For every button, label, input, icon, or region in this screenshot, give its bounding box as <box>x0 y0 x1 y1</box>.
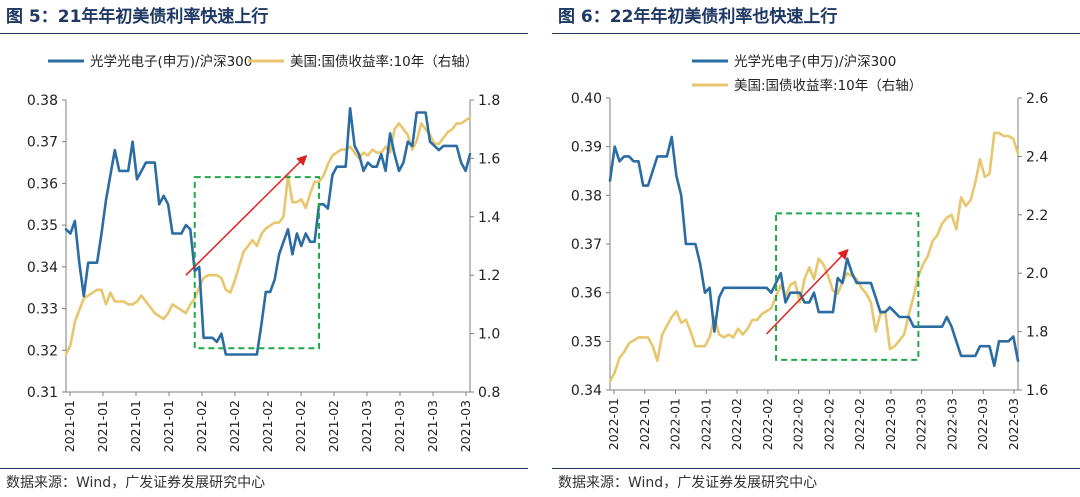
x-tick-label: 2021-03 <box>425 400 440 452</box>
source-divider <box>0 468 528 469</box>
y-tick-label-right: 2.4 <box>1026 149 1048 165</box>
y-tick-label-left: 0.37 <box>571 237 602 253</box>
x-tick-label: 2021-03 <box>359 400 374 452</box>
legend: 光学光电子(申万)/沪深300 美国:国债收益率:10年（右轴） <box>692 54 922 94</box>
legend: 光学光电子(申万)/沪深300 美国:国债收益率:10年（右轴） <box>48 53 478 70</box>
x-tick-label: 2021-02 <box>227 400 242 452</box>
title-divider <box>552 33 1080 34</box>
x-tick-label: 2022-03 <box>944 398 959 450</box>
y-tick-label-left: 0.38 <box>27 93 58 109</box>
x-tick-label: 2022-03 <box>883 398 898 450</box>
y-tick-label-right: 2.6 <box>1026 91 1048 107</box>
x-tick-label: 2022-02 <box>852 398 867 450</box>
y-tick-label-right: 1.8 <box>1026 325 1048 341</box>
x-tick-label: 2022-01 <box>606 398 621 450</box>
y-tick-label-left: 0.32 <box>27 343 58 359</box>
x-tick-label: 2022-02 <box>791 398 806 450</box>
y-tick-label-right: 1.4 <box>478 210 500 226</box>
x-tick-label: 2021-02 <box>260 400 275 452</box>
figure-title: 图 5：21年年初美债利率快速上行 <box>6 7 269 27</box>
trend-arrow <box>766 248 849 335</box>
y-tick-label-right: 2.2 <box>1026 208 1048 224</box>
highlight-box <box>775 212 920 361</box>
legend-label: 美国:国债收益率:10年（右轴） <box>290 53 478 70</box>
series-line-optoelectronics-ratio <box>64 107 472 356</box>
y-tick-label-right: 1.8 <box>478 93 500 109</box>
y-tick-label-left: 0.31 <box>27 385 58 401</box>
x-tick-label: 2021-03 <box>392 400 407 452</box>
source-divider <box>552 468 1080 469</box>
source-note: 数据来源：Wind，广发证券发展研究中心 <box>6 475 266 491</box>
series-line-optoelectronics-ratio <box>608 135 1020 368</box>
y-tick-label-left: 0.40 <box>571 91 602 107</box>
x-tick-label: 2022-02 <box>760 398 775 450</box>
highlight-box <box>193 176 321 350</box>
x-tick-label: 2021-01 <box>128 400 143 452</box>
source-note: 数据来源：Wind，广发证券发展研究中心 <box>558 475 818 491</box>
y-tick-label-left: 0.39 <box>571 140 602 156</box>
y-tick-label-right: 1.6 <box>478 151 500 167</box>
legend-label: 美国:国债收益率:10年（右轴） <box>734 77 922 94</box>
y-tick-label-left: 0.34 <box>571 383 602 399</box>
y-tick-label-left: 0.36 <box>571 286 602 302</box>
trend-arrow <box>185 154 308 276</box>
y-tick-label-left: 0.35 <box>571 334 602 350</box>
y-tick-label-right: 1.2 <box>478 268 500 284</box>
x-tick-label: 2022-03 <box>914 398 929 450</box>
y-tick-label-left: 0.34 <box>27 260 58 276</box>
chart-figure-6: 0.34 0.35 0.36 0.37 0.38 0.39 0.40 1.6 1.8 2.0 2.2… <box>571 54 1049 450</box>
x-tick-label: 2022-02 <box>729 398 744 450</box>
x-tick-label: 2021-01 <box>62 400 77 452</box>
y-tick-label-left: 0.37 <box>27 135 58 151</box>
y-tick-label-right: 0.8 <box>478 385 500 401</box>
y-tick-label-left: 0.36 <box>27 176 58 192</box>
x-tick-label: 2021-01 <box>161 400 176 452</box>
y-tick-label-right: 2.0 <box>1026 266 1048 282</box>
x-tick-label: 2021-02 <box>194 400 209 452</box>
series-line-us-10y-yield <box>64 116 472 356</box>
y-tick-label-left: 0.35 <box>27 218 58 234</box>
legend-label: 光学光电子(申万)/沪深300 <box>734 54 896 70</box>
x-tick-label: 2021-01 <box>95 400 110 452</box>
x-tick-label: 2021-03 <box>458 400 473 452</box>
x-tick-label: 2022-03 <box>975 398 990 450</box>
x-tick-label: 2022-01 <box>668 398 683 450</box>
chart-figure-5: 0.31 0.32 0.33 0.34 0.35 0.36 0.37 0.38 0.8 1.0 1.… <box>27 53 501 452</box>
y-tick-label-right: 1.0 <box>478 327 500 343</box>
y-tick-label-left: 0.38 <box>571 188 602 204</box>
x-tick-label: 2022-02 <box>821 398 836 450</box>
figure-5: 图 5：21年年初美债利率快速上行 0.31 0.32 0.33 0.34 0.35 0.… <box>0 0 528 497</box>
x-tick-label: 2021-02 <box>293 400 308 452</box>
y-tick-label-right: 1.6 <box>1026 383 1048 399</box>
figure-6: 图 6：22年年初美债利率也快速上行 0.34 0.35 0.36 0.37 0.38 0… <box>552 0 1080 497</box>
y-tick-label-left: 0.33 <box>27 302 58 318</box>
x-tick-label: 2022-01 <box>637 398 652 450</box>
figure-title: 图 6：22年年初美债利率也快速上行 <box>558 7 838 27</box>
legend-label: 光学光电子(申万)/沪深300 <box>90 54 252 70</box>
x-tick-label: 2022-01 <box>698 398 713 450</box>
series-line-us-10y-yield <box>608 131 1020 383</box>
x-tick-label: 2021-02 <box>326 400 341 452</box>
x-tick-label: 2022-03 <box>1006 398 1021 450</box>
title-divider <box>0 33 528 34</box>
